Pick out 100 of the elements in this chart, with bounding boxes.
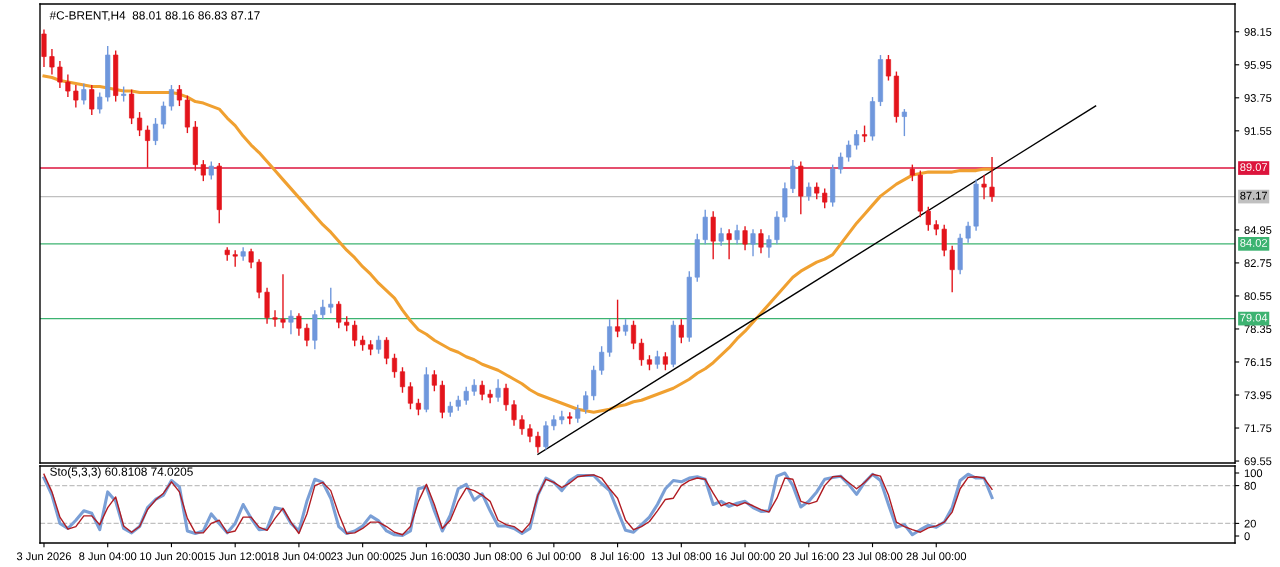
candlestick bbox=[288, 309, 294, 335]
y-tick-label: 20 bbox=[1244, 519, 1256, 528]
y-tick-label: 100 bbox=[1244, 469, 1263, 478]
candlestick bbox=[352, 320, 358, 347]
candlestick bbox=[535, 431, 541, 454]
candlestick bbox=[583, 390, 589, 415]
candlestick bbox=[742, 225, 748, 251]
candlestick bbox=[654, 350, 660, 370]
candlestick bbox=[328, 286, 334, 314]
candlestick bbox=[638, 338, 645, 367]
x-tick-label: 8 Jun 04:00 bbox=[79, 552, 137, 561]
candlestick bbox=[145, 124, 151, 169]
candlestick bbox=[479, 380, 485, 401]
x-tick-label: 8 Jul 16:00 bbox=[590, 552, 645, 561]
candlestick bbox=[678, 318, 684, 344]
candlestick bbox=[846, 139, 852, 163]
candlestick bbox=[774, 210, 780, 245]
candlestick bbox=[65, 73, 71, 98]
candlestick bbox=[503, 383, 509, 412]
x-tick-label: 15 Jun 12:00 bbox=[203, 552, 267, 561]
candlestick bbox=[750, 228, 756, 257]
y-tick-label: 69.55 bbox=[1244, 457, 1272, 466]
candlestick bbox=[280, 273, 286, 329]
candlestick bbox=[200, 159, 206, 182]
candlestick bbox=[981, 174, 987, 200]
ref-line-label: 84.02 bbox=[1240, 238, 1268, 247]
candlestick bbox=[726, 228, 732, 260]
candlestick bbox=[248, 247, 254, 269]
ref-line-label: 79.04 bbox=[1240, 313, 1268, 322]
candlestick bbox=[734, 223, 740, 245]
candlestick bbox=[949, 244, 955, 293]
candlestick bbox=[702, 208, 708, 245]
candlestick bbox=[97, 91, 103, 115]
x-tick-label: 13 Jul 08:00 bbox=[651, 552, 712, 561]
candlestick bbox=[41, 28, 47, 68]
candlestick bbox=[399, 366, 406, 394]
x-tick-label: 10 Jun 20:00 bbox=[140, 552, 204, 561]
candlestick bbox=[989, 156, 995, 203]
ref-line-label: 89.07 bbox=[1240, 163, 1268, 172]
x-tick-label: 20 Jul 16:00 bbox=[779, 552, 839, 561]
y-tick-label: 76.15 bbox=[1244, 358, 1272, 367]
candlestick bbox=[822, 187, 828, 209]
x-tick-label: 25 Jun 16:00 bbox=[394, 552, 459, 561]
candlestick bbox=[232, 249, 238, 268]
x-tick-label: 3 Jun 2026 bbox=[16, 552, 71, 561]
candlestick bbox=[407, 381, 413, 410]
candlestick bbox=[806, 181, 812, 202]
candlestick bbox=[615, 298, 621, 338]
text: #C-BRENT,H4 88.01 88.16 86.83 87.17 bbox=[49, 11, 260, 21]
candlestick bbox=[304, 323, 310, 347]
candlestick bbox=[81, 82, 87, 106]
candlestick bbox=[575, 404, 581, 424]
candlestick bbox=[790, 159, 796, 194]
candlestick bbox=[662, 351, 668, 371]
candlestick bbox=[901, 108, 907, 137]
y-tick-label: 80.55 bbox=[1244, 292, 1272, 301]
candlestick bbox=[925, 205, 931, 232]
candlestick bbox=[885, 54, 891, 82]
y-tick-label: 71.75 bbox=[1244, 424, 1272, 433]
x-tick-label: 6 Jul 00:00 bbox=[527, 552, 581, 561]
y-tick-label: 73.95 bbox=[1244, 391, 1272, 400]
candlestick bbox=[391, 353, 398, 379]
candlestick bbox=[838, 151, 844, 175]
y-tick-label: 78.35 bbox=[1244, 325, 1272, 334]
chart-title: Sto(5,3,3) 60.8108 74.0205 bbox=[50, 467, 193, 479]
candlestick bbox=[941, 223, 947, 257]
candlestick bbox=[272, 309, 278, 328]
candlestick bbox=[49, 48, 55, 76]
candlestick bbox=[152, 117, 159, 146]
candlestick bbox=[208, 160, 214, 181]
candlestick bbox=[543, 420, 549, 451]
y-tick-label: 82.75 bbox=[1244, 259, 1272, 268]
candlestick bbox=[766, 234, 772, 259]
candlestick bbox=[57, 60, 63, 89]
candlestick bbox=[296, 312, 302, 337]
candlestick bbox=[89, 84, 95, 116]
candlestick bbox=[487, 389, 493, 404]
candlestick bbox=[965, 220, 971, 244]
candlestick bbox=[511, 399, 517, 427]
y-tick-label: 0 bbox=[1244, 532, 1250, 541]
y-tick-label: 80 bbox=[1244, 481, 1256, 490]
x-tick-label: 23 Jul 08:00 bbox=[842, 552, 903, 561]
candlestick bbox=[137, 111, 143, 137]
y-tick-label: 95.95 bbox=[1244, 61, 1272, 69]
candlestick bbox=[527, 423, 533, 443]
x-tick-label: 16 Jul 00:00 bbox=[715, 552, 775, 561]
candlestick bbox=[519, 414, 525, 436]
candlestick bbox=[495, 378, 501, 403]
x-tick-label: 28 Jul 00:00 bbox=[906, 552, 967, 561]
candlestick bbox=[431, 369, 437, 392]
candlestick bbox=[854, 129, 860, 151]
candlestick bbox=[559, 410, 565, 425]
candlestick bbox=[376, 335, 382, 355]
x-tick-label: 30 Jun 08:00 bbox=[458, 552, 522, 561]
candlestick bbox=[718, 226, 724, 247]
candlestick bbox=[320, 298, 326, 320]
y-tick-label: 93.75 bbox=[1244, 94, 1272, 102]
candlestick bbox=[463, 386, 469, 406]
candlestick bbox=[384, 336, 390, 365]
y-tick-label: 84.95 bbox=[1244, 226, 1272, 235]
